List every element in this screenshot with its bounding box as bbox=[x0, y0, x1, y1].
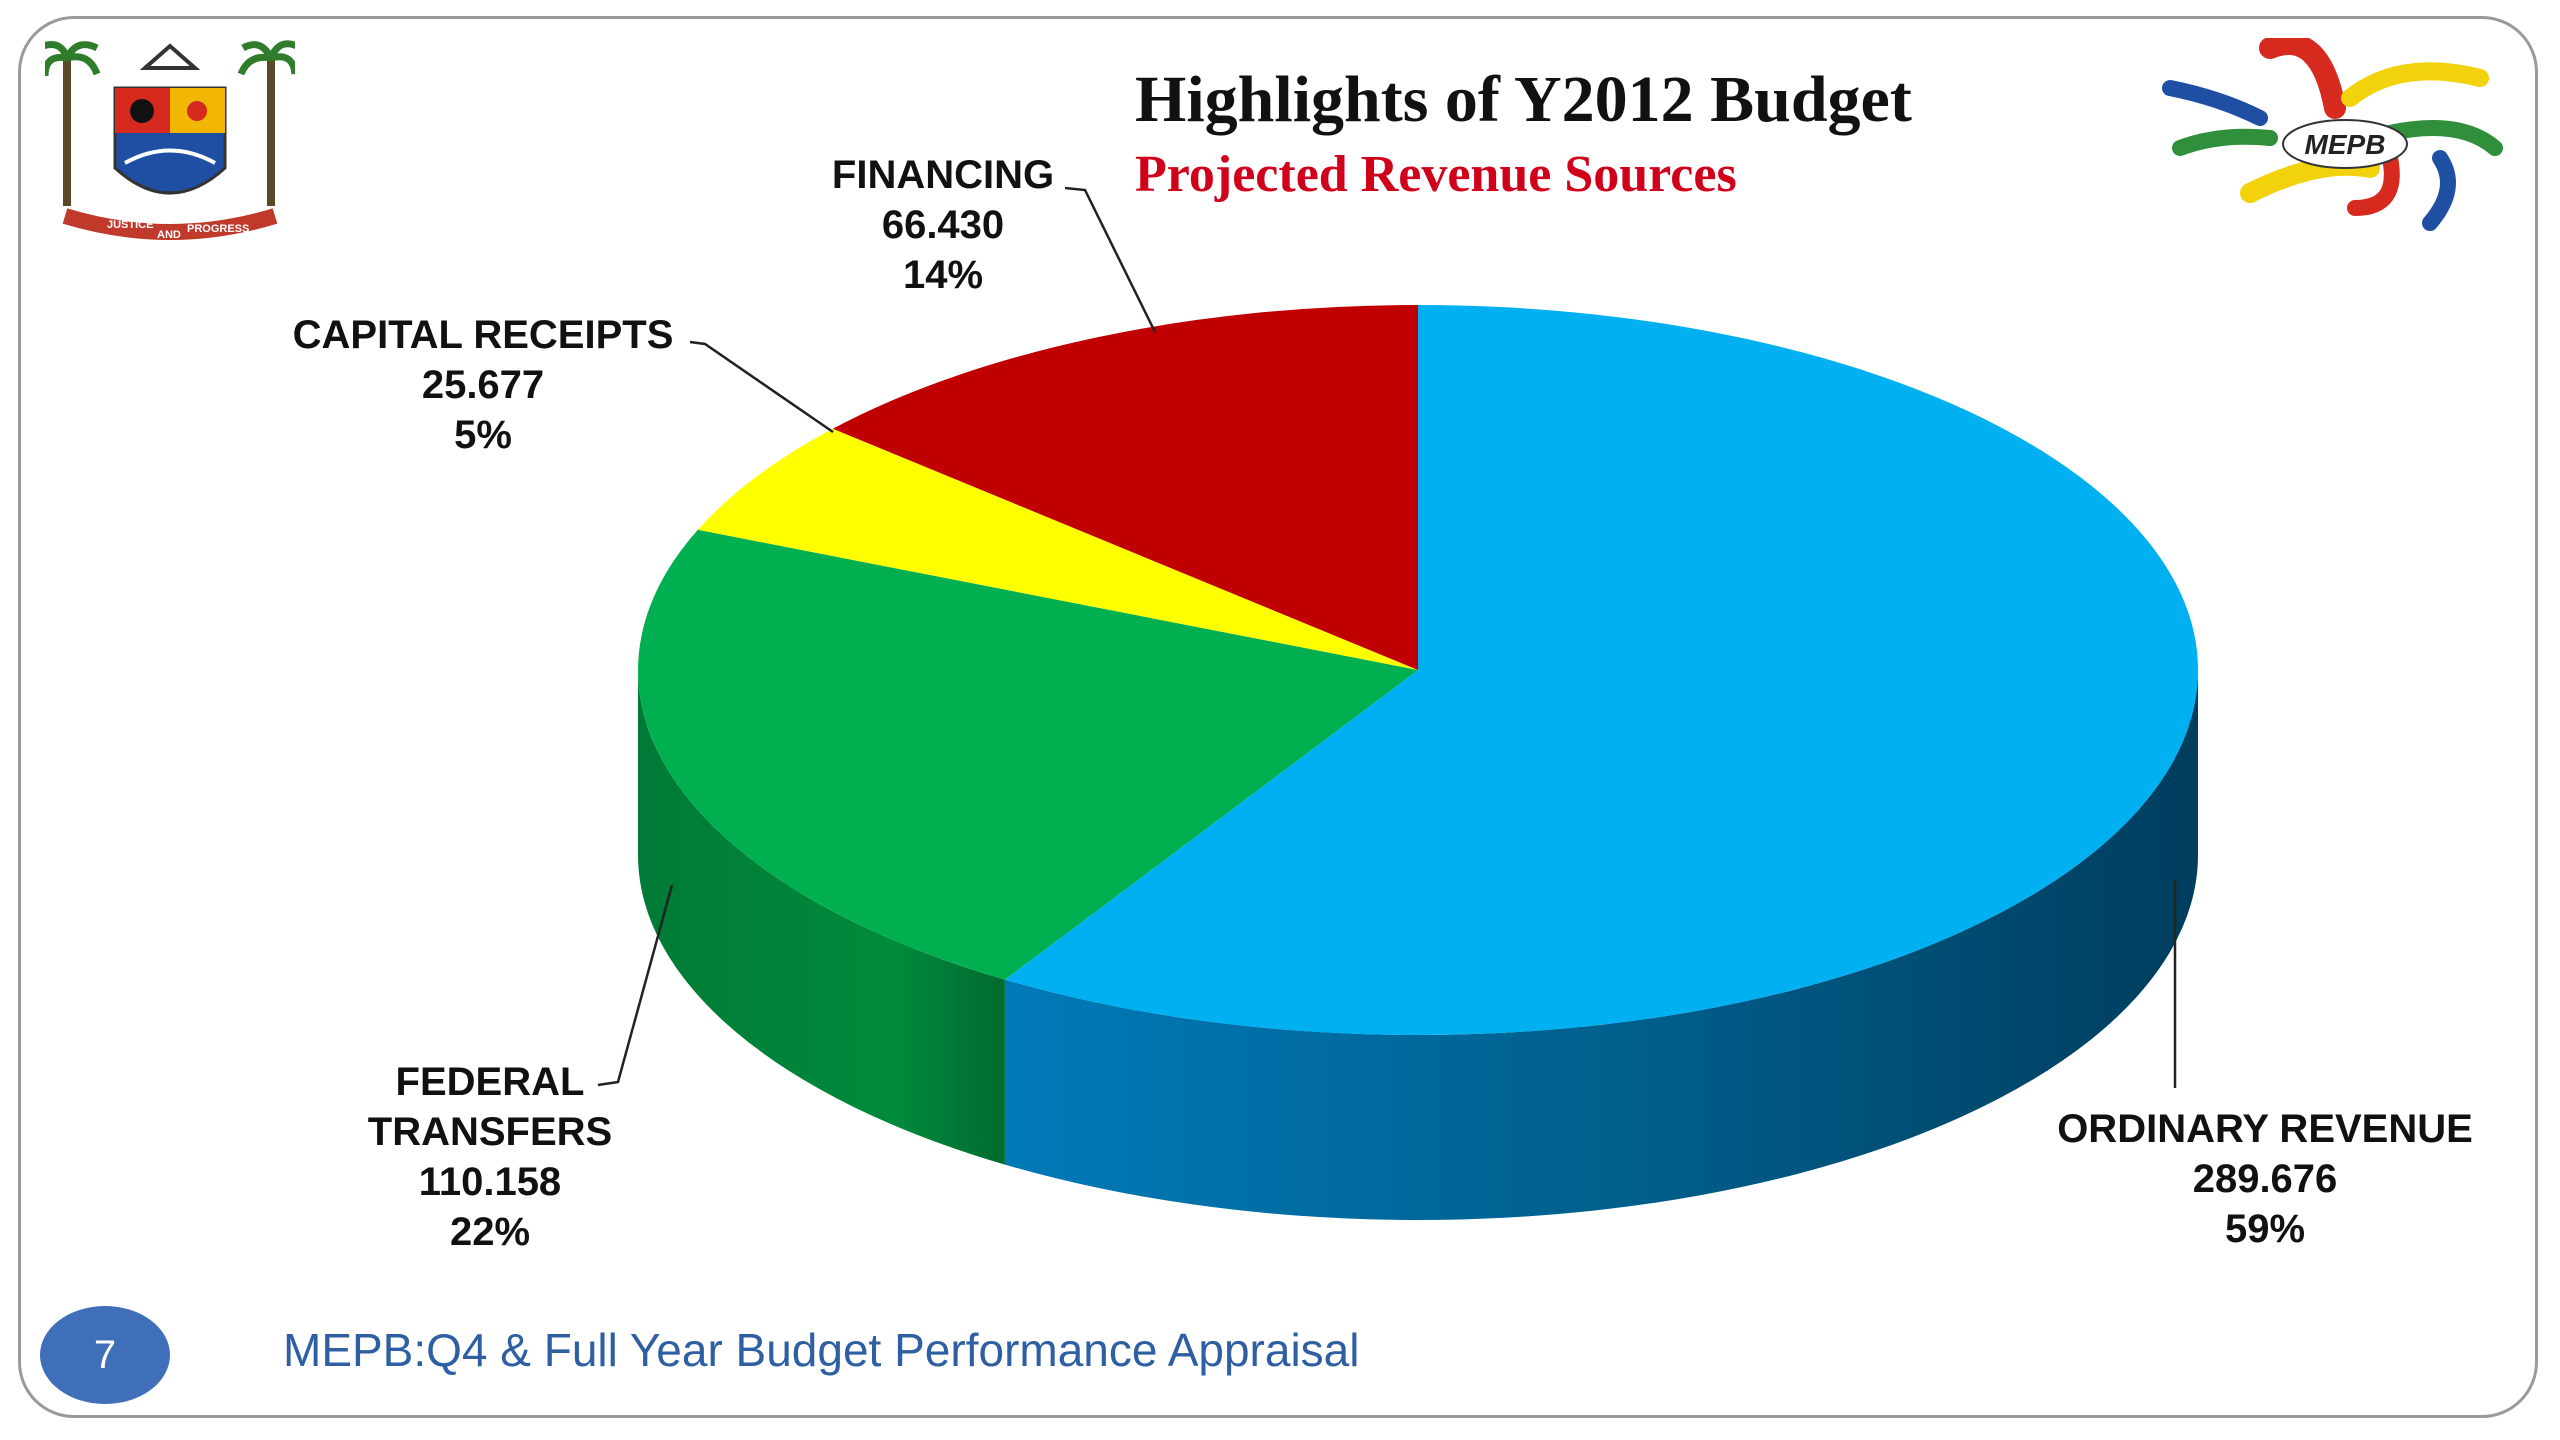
label-name-federal-transfers-1: FEDERAL bbox=[396, 1060, 585, 1104]
data-label-value-capital-receipts: 25.677 bbox=[422, 363, 544, 407]
pie-side-ordinary-revenue bbox=[1004, 670, 2198, 1220]
mepb-logo-text: MEPB bbox=[2305, 129, 2386, 160]
label-name-federal-transfers-2: TRANSFERS bbox=[368, 1110, 612, 1154]
leader-line-capital-receipts bbox=[689, 340, 834, 434]
data-label-value-federal-transfers: 110.158 bbox=[419, 1160, 561, 1204]
label-name-ordinary-revenue: ORDINARY REVENUE bbox=[2057, 1107, 2473, 1151]
leader-line-financing bbox=[1064, 186, 1157, 333]
crest-motto-left: JUSTICE bbox=[107, 219, 153, 231]
data-label-value-ordinary-revenue: 289.676 bbox=[2193, 1157, 2338, 1201]
data-label-percent-federal-transfers: 22% bbox=[450, 1210, 530, 1254]
page-number-badge: 7 bbox=[40, 1306, 170, 1404]
chart-title: Highlights of Y2012 Budget bbox=[1135, 63, 1912, 136]
mepb-logo: MEPB bbox=[2162, 38, 2503, 231]
pie-slice-ordinary-revenue bbox=[1004, 305, 2199, 1035]
data-label-value-financing: 66.430 bbox=[882, 203, 1004, 247]
state-crest-logo: JUSTICE AND PROGRESS bbox=[45, 40, 295, 241]
data-label-percent-ordinary-revenue: 59% bbox=[2225, 1207, 2305, 1251]
data-label-percent-financing: 14% bbox=[903, 253, 983, 297]
chart-subtitle: Projected Revenue Sources bbox=[1135, 146, 1737, 203]
crest-motto-mid: AND bbox=[157, 229, 181, 241]
pie-side-federal-transfers bbox=[638, 670, 1005, 1165]
pie-slice-federal-transfers bbox=[638, 529, 1418, 980]
leader-line-federal-transfers bbox=[597, 884, 674, 1087]
label-name-financing: FINANCING bbox=[832, 153, 1054, 197]
pie-slice-capital-receipts bbox=[697, 428, 1418, 670]
crest-motto-right: PROGRESS bbox=[187, 223, 249, 235]
data-label-percent-capital-receipts: 5% bbox=[454, 413, 512, 457]
pie-slice-financing bbox=[832, 305, 1418, 670]
footer-text: MEPB:Q4 & Full Year Budget Performance A… bbox=[283, 1324, 1360, 1376]
label-name-capital-receipts: CAPITAL RECEIPTS bbox=[293, 313, 674, 357]
